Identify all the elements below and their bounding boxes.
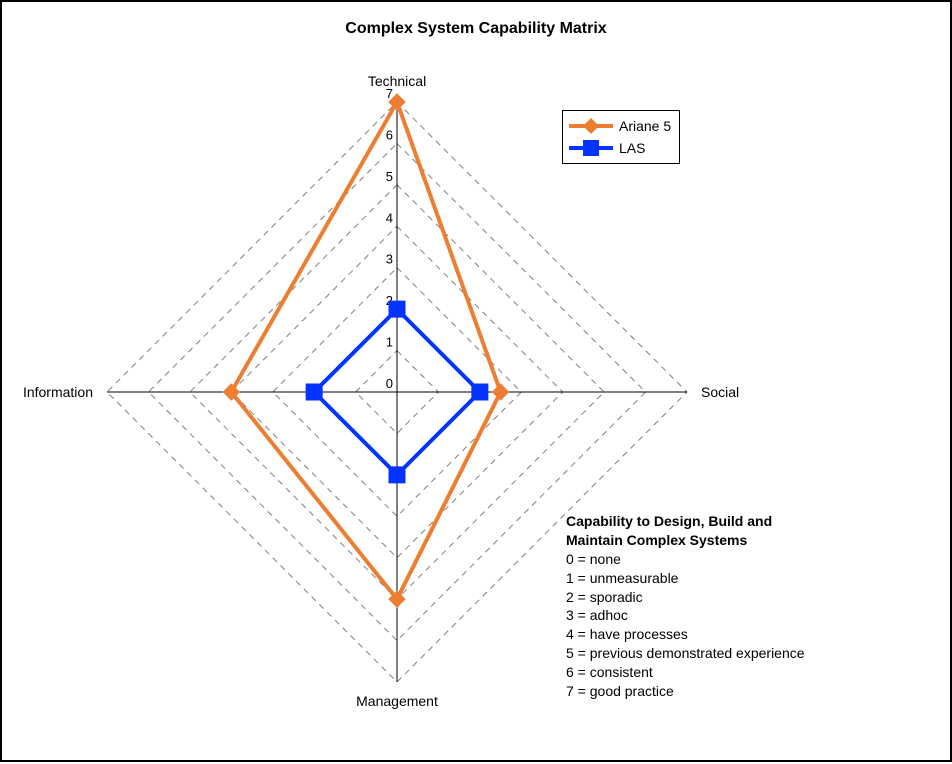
tick-label: 0 — [386, 376, 393, 391]
radar-chart: 01234567TechnicalSocialManagementInforma… — [2, 2, 952, 764]
scale-key: Capability to Design, Build andMaintain … — [566, 512, 805, 701]
scale-key-title: Maintain Complex Systems — [566, 531, 805, 550]
scale-key-item: 2 = sporadic — [566, 588, 805, 607]
tick-label: 1 — [386, 335, 393, 350]
tick-label: 3 — [386, 252, 393, 267]
scale-key-item: 7 = good practice — [566, 682, 805, 701]
legend-item: LAS — [567, 137, 671, 159]
legend-item: Ariane 5 — [567, 115, 671, 137]
legend-swatch — [567, 137, 615, 159]
legend: Ariane 5 LAS — [562, 110, 680, 164]
series-marker — [389, 467, 405, 483]
series-marker — [493, 384, 509, 400]
series-marker — [472, 384, 488, 400]
scale-key-item: 0 = none — [566, 550, 805, 569]
axis-label: Technical — [368, 73, 426, 89]
axis-label: Information — [23, 384, 93, 400]
series-marker — [306, 384, 322, 400]
scale-key-item: 1 = unmeasurable — [566, 569, 805, 588]
scale-key-title: Capability to Design, Build and — [566, 512, 805, 531]
legend-label: Ariane 5 — [619, 118, 671, 134]
scale-key-item: 6 = consistent — [566, 663, 805, 682]
scale-key-item: 3 = adhoc — [566, 606, 805, 625]
legend-label: LAS — [619, 140, 645, 156]
scale-key-item: 5 = previous demonstrated experience — [566, 644, 805, 663]
scale-key-item: 4 = have processes — [566, 625, 805, 644]
legend-swatch — [567, 115, 615, 137]
series-line — [231, 102, 500, 599]
axis-label: Social — [701, 384, 739, 400]
tick-label: 5 — [386, 169, 393, 184]
tick-label: 6 — [386, 127, 393, 142]
tick-label: 4 — [386, 210, 393, 225]
chart-frame: Complex System Capability Matrix 0123456… — [0, 0, 952, 762]
series-marker — [389, 301, 405, 317]
axis-label: Management — [356, 693, 438, 709]
